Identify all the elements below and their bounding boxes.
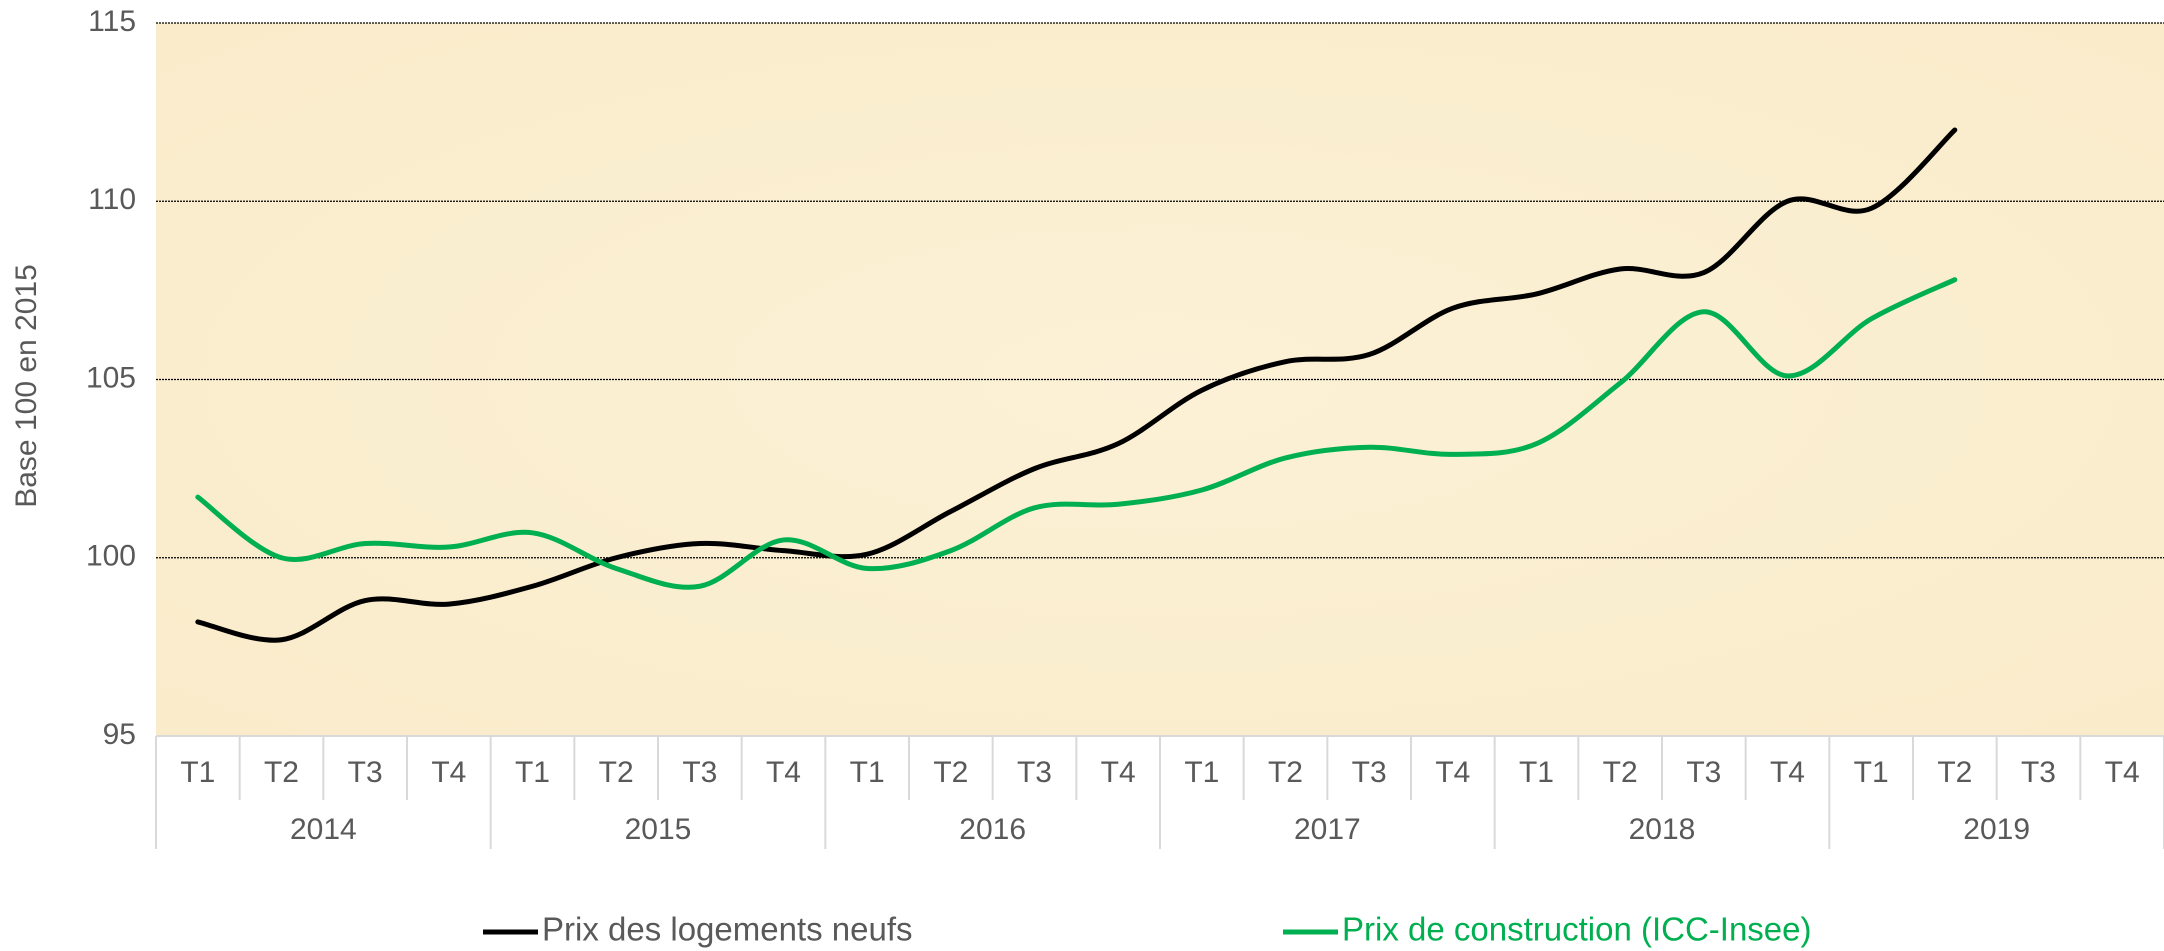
x-tick-label: T2 <box>264 756 299 789</box>
x-tick-label: T4 <box>2105 756 2140 789</box>
y-tick-label: 95 <box>103 718 136 751</box>
x-tick-label: T3 <box>682 756 717 789</box>
series-line <box>195 127 1958 643</box>
x-tick-label: T1 <box>515 756 550 789</box>
x-group-label: 2019 <box>1963 813 2030 846</box>
x-group-label: 2018 <box>1629 813 1696 846</box>
x-tick-label: T1 <box>180 756 215 789</box>
x-tick-label: T2 <box>933 756 968 789</box>
x-group-label: 2015 <box>625 813 692 846</box>
x-tick-label: T3 <box>1352 756 1387 789</box>
series-line <box>195 277 1958 590</box>
x-tick-label: T3 <box>1017 756 1052 789</box>
x-tick-label: T2 <box>1268 756 1303 789</box>
x-group-label: 2014 <box>290 813 357 846</box>
x-tick-label: T4 <box>1770 756 1805 789</box>
x-tick-label: T4 <box>431 756 466 789</box>
x-tick-label: T1 <box>1519 756 1554 789</box>
legend-label: Prix des logements neufs <box>542 911 913 948</box>
y-tick-label: 100 <box>86 540 136 573</box>
x-tick-label: T2 <box>599 756 634 789</box>
x-tick-label: T2 <box>1603 756 1638 789</box>
x-tick-label: T1 <box>850 756 885 789</box>
x-tick-label: T1 <box>1184 756 1219 789</box>
x-group-label: 2016 <box>959 813 1026 846</box>
x-tick-label: T3 <box>2021 756 2056 789</box>
y-tick-label: 105 <box>86 361 136 394</box>
x-tick-label: T3 <box>1686 756 1721 789</box>
x-tick-label: T4 <box>1101 756 1136 789</box>
x-tick-label: T4 <box>766 756 801 789</box>
x-tick-label: T2 <box>1937 756 1972 789</box>
y-tick-label: 115 <box>88 5 136 38</box>
x-group-label: 2017 <box>1294 813 1361 846</box>
legend-label: Prix de construction (ICC-Insee) <box>1342 911 1812 948</box>
y-tick-label: 110 <box>88 183 136 216</box>
x-tick-label: T3 <box>348 756 383 789</box>
x-tick-label: T4 <box>1435 756 1470 789</box>
x-tick-label: T1 <box>1854 756 1889 789</box>
y-axis-label: Base 100 en 2015 <box>10 264 43 508</box>
